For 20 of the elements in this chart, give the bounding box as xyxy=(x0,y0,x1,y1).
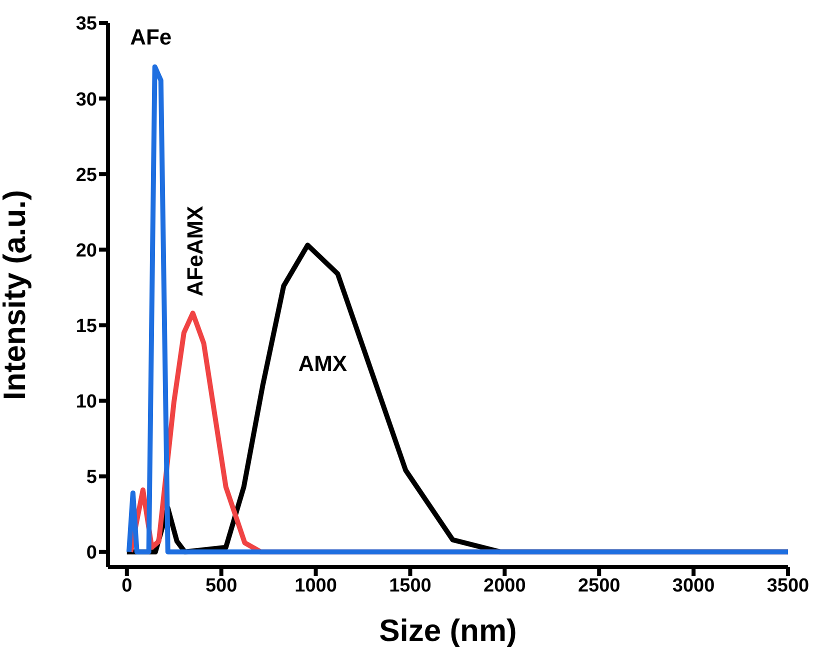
y-axis-title: Intensity (a.u.) xyxy=(0,190,32,400)
y-tick-label: 15 xyxy=(76,316,98,337)
x-tick-label: 3000 xyxy=(672,575,715,596)
y-tick-label: 25 xyxy=(76,164,98,186)
y-tick-label: 0 xyxy=(86,542,97,564)
x-tick-label: 2500 xyxy=(578,575,620,596)
x-tick-label: 1500 xyxy=(389,575,432,596)
x-tick-label: 1000 xyxy=(294,575,337,596)
y-tick-label: 5 xyxy=(86,467,98,488)
x-tick-label: 3500 xyxy=(766,575,810,596)
y-tick-label: 30 xyxy=(76,89,97,110)
x-tick-label: 0 xyxy=(122,575,132,596)
y-tick-label: 20 xyxy=(76,240,97,262)
text: AFeAMX xyxy=(182,206,208,296)
y-tick-label: 35 xyxy=(76,14,98,35)
y-tick-label: 10 xyxy=(76,392,97,413)
series-label: AFe xyxy=(130,24,172,50)
x-tick-label: 2000 xyxy=(484,575,526,596)
x-tick-label: 500 xyxy=(205,575,238,596)
series-label: AMX xyxy=(298,350,348,376)
